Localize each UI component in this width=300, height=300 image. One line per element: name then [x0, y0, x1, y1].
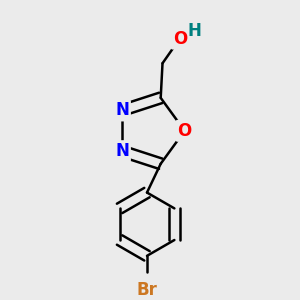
Text: N: N [115, 142, 129, 160]
Text: O: O [178, 122, 192, 140]
Text: O: O [173, 30, 187, 48]
Text: Br: Br [136, 281, 158, 299]
Text: N: N [115, 101, 129, 119]
Text: H: H [187, 22, 201, 40]
